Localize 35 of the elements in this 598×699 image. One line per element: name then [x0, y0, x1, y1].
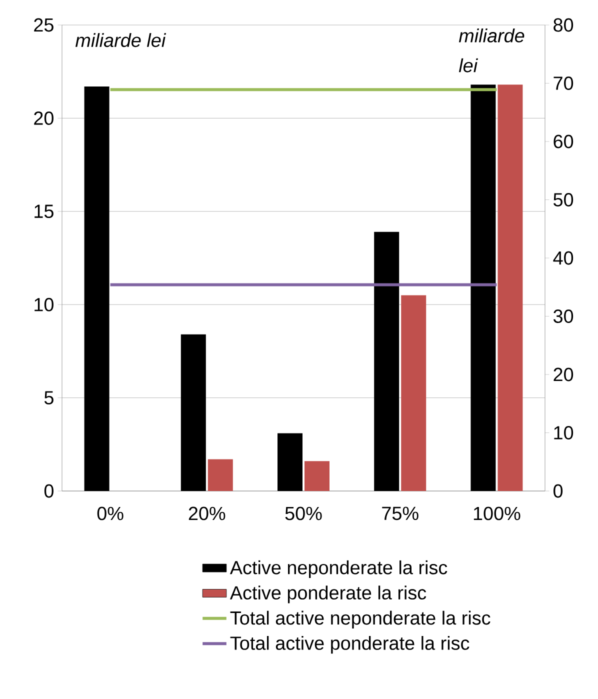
- x-tick-label: 0%: [97, 506, 124, 520]
- y2-tick-label: 20: [554, 368, 574, 382]
- y-tick-label: 15: [34, 204, 54, 218]
- legend-label: Active neponderate la risc: [230, 560, 448, 578]
- y2-tick-label: 40: [553, 251, 574, 265]
- y2-tick-label: 50: [554, 193, 574, 206]
- bar: [180, 334, 206, 491]
- bar: [208, 459, 233, 491]
- bar: [401, 295, 426, 491]
- y-tick-label: 10: [34, 298, 54, 312]
- legend-label: Total active neponderate la risc: [230, 610, 490, 628]
- y2-tick-label: 10: [554, 426, 574, 440]
- x-tick-label: 20%: [188, 506, 226, 520]
- x-tick-label: 100%: [474, 506, 520, 520]
- y2-tick-label: 30: [553, 310, 574, 323]
- annotation: miliarde lei: [458, 28, 524, 72]
- y-tick-label: 25: [34, 18, 54, 32]
- y-tick-label: 0: [44, 484, 54, 498]
- y2-tick-label: 0: [554, 484, 563, 498]
- bar: [470, 84, 496, 491]
- bar: [374, 232, 400, 491]
- x-tick-label: 75%: [382, 506, 418, 520]
- y2-tick-label: 80: [554, 18, 574, 32]
- y2-tick-label: 60: [554, 134, 574, 148]
- bar: [498, 84, 523, 491]
- bar: [84, 86, 110, 491]
- y-tick-label: 20: [34, 111, 54, 125]
- y2-tick-label: 70: [554, 76, 574, 90]
- x-tick-label: 50%: [285, 506, 322, 520]
- bar: [278, 433, 303, 491]
- annotation: miliarde lei: [75, 33, 166, 48]
- bar: [304, 461, 330, 491]
- legend-label: Active ponderate la risc: [230, 586, 426, 604]
- y-tick-label: 5: [44, 391, 54, 404]
- legend-label: Total active ponderate la risc: [230, 636, 470, 654]
